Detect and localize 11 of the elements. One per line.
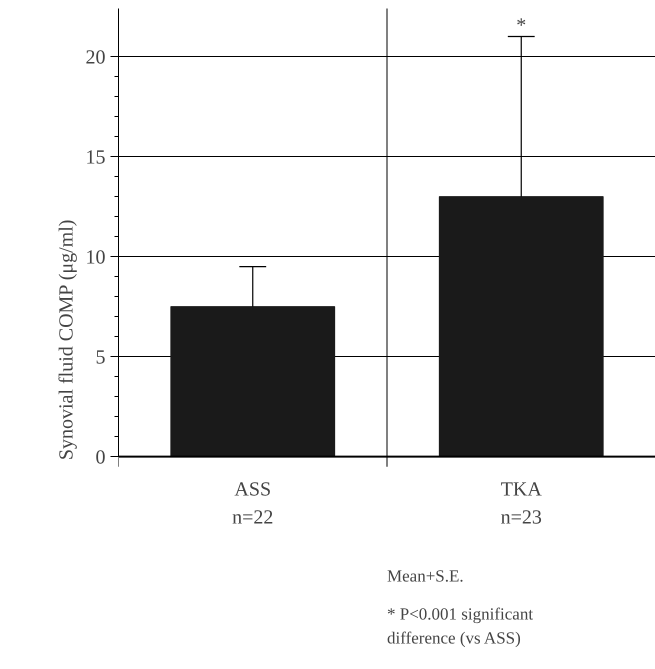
- y-tick-label: 10: [86, 246, 106, 269]
- y-tick-label: 0: [96, 446, 106, 469]
- x-tick-label: ASS n=22: [232, 478, 274, 529]
- annotation: *: [516, 14, 526, 37]
- y-tick-label: 20: [86, 46, 106, 69]
- text: * P<0.001 significant difference (vs ASS): [387, 604, 534, 648]
- y-tick-label: 5: [96, 346, 106, 369]
- y-tick-label: 15: [86, 146, 106, 169]
- text: Mean+S.E.: [387, 566, 464, 586]
- y-axis-title: Synovial fluid COMP (μg/ml): [56, 220, 78, 460]
- x-tick-label: TKA n=23: [500, 478, 542, 529]
